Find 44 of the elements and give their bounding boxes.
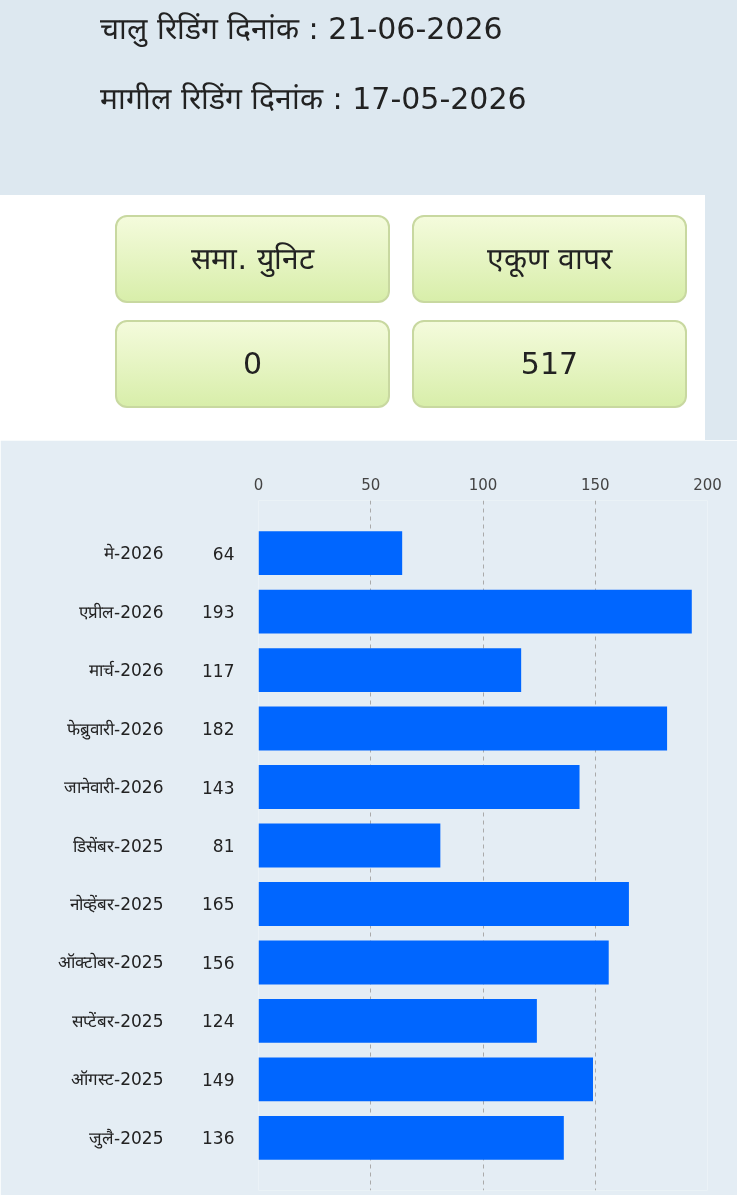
- data-label: 136: [202, 1128, 235, 1149]
- text: चालु रिडिंग दिनांक : 21-06-2026: [100, 10, 503, 49]
- y-tick-label: जानेवारी-2026: [64, 777, 164, 798]
- bar: [258, 531, 403, 576]
- bar: [258, 1057, 594, 1102]
- y-tick-label: डिसेंबर-2025: [73, 835, 164, 856]
- text: 0: [115, 320, 390, 408]
- data-label: 193: [202, 602, 235, 623]
- y-tick-label: ऑक्टोबर-2025: [58, 952, 164, 973]
- text: मागील रिडिंग दिनांक : 17-05-2026: [100, 80, 527, 118]
- y-tick-label: सप्टेंबर-2025: [72, 1010, 164, 1031]
- y-tick-label: फेब्रुवारी-2026: [67, 718, 164, 740]
- y-tick-label: मार्च-2026: [89, 660, 164, 681]
- data-label: 124: [202, 1011, 235, 1032]
- text: एकूण वापर: [412, 215, 687, 303]
- y-tick-label: ऑगस्ट-2025: [71, 1069, 164, 1090]
- data-label: 117: [202, 660, 235, 681]
- x-tick-label: 0: [253, 475, 264, 494]
- bar: [258, 765, 580, 809]
- x-tick-label: 100: [468, 475, 498, 494]
- bar: [258, 999, 537, 1043]
- bar: [258, 648, 522, 692]
- data-label: 64: [212, 543, 235, 564]
- text: समा. युनिट: [115, 215, 390, 303]
- y-tick-label: एप्रील-2026: [79, 601, 164, 622]
- bar: [258, 589, 692, 634]
- x-tick-label: 200: [693, 475, 722, 494]
- data-label: 156: [202, 952, 235, 973]
- y-tick-label: जुलै-2025: [89, 1127, 164, 1149]
- bar: [258, 706, 668, 751]
- bar: [258, 882, 629, 926]
- bar: [258, 940, 609, 985]
- data-label: 165: [202, 894, 235, 915]
- bar: [258, 823, 441, 868]
- data-label: 182: [202, 719, 235, 740]
- bar: [258, 1115, 564, 1160]
- x-tick-label: 150: [580, 475, 610, 494]
- y-tick-label: मे-2026: [104, 543, 164, 564]
- data-label: 143: [202, 777, 235, 798]
- data-label: 149: [202, 1069, 235, 1090]
- data-label: 81: [212, 836, 235, 856]
- text: 517: [412, 320, 687, 408]
- y-tick-label: नोव्हेंबर-2025: [70, 893, 164, 914]
- x-tick-label: 50: [361, 475, 381, 494]
